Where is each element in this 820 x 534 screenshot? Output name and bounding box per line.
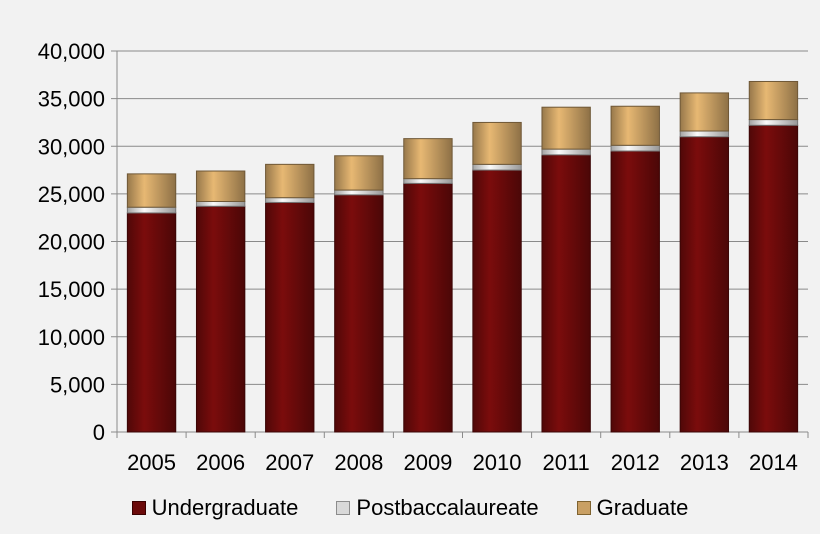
legend-swatch-postbaccalaureate (336, 501, 351, 515)
bar-graduate-2013 (679, 92, 730, 132)
bar-postbaccalaureate-2012 (610, 144, 660, 152)
bar-undergraduate-2009 (403, 182, 453, 433)
bar-graduate-2007 (265, 163, 315, 199)
x-tick-label: 2011 (542, 450, 589, 475)
y-tick-label: 25,000 (38, 182, 105, 207)
legend-item-graduate: Graduate (576, 495, 689, 521)
x-tick-label: 2007 (265, 450, 314, 475)
y-tick-label: 10,000 (38, 325, 105, 350)
bar-graduate-2005 (126, 173, 177, 208)
bar-undergraduate-2010 (472, 169, 522, 433)
legend-item-postbaccalaureate: Postbaccalaureate (336, 495, 539, 521)
x-tick-label: 2005 (127, 450, 176, 475)
legend-item-undergraduate: Undergraduate (131, 495, 299, 521)
x-tick-label: 2014 (749, 450, 798, 475)
bar-graduate-2011 (541, 106, 591, 150)
bar-postbaccalaureate-2006 (195, 200, 246, 207)
bar-graduate-2014 (748, 80, 799, 121)
chart-legend: Undergraduate Postbaccalaureate Graduate (0, 490, 820, 526)
x-tick-label: 2010 (473, 450, 522, 475)
bar-undergraduate-2013 (679, 136, 730, 433)
bar-postbaccalaureate-2013 (679, 130, 730, 138)
bar-graduate-2006 (195, 170, 246, 202)
bar-postbaccalaureate-2010 (472, 163, 522, 171)
x-tick-label: 2009 (403, 450, 452, 475)
legend-label-postbaccalaureate: Postbaccalaureate (356, 495, 539, 520)
bar-postbaccalaureate-2011 (541, 148, 591, 156)
bar-postbaccalaureate-2005 (126, 206, 177, 214)
bar-graduate-2010 (472, 121, 522, 165)
x-tick-label: 2008 (334, 450, 383, 475)
bar-graduate-2009 (403, 138, 453, 180)
y-tick-label: 0 (93, 420, 105, 445)
y-tick-label: 40,000 (38, 39, 105, 64)
legend-swatch-graduate (576, 501, 591, 515)
bar-postbaccalaureate-2008 (334, 189, 384, 196)
bar-undergraduate-2006 (195, 205, 246, 433)
bar-undergraduate-2007 (265, 201, 315, 433)
y-tick-label: 15,000 (38, 277, 105, 302)
bar-undergraduate-2012 (610, 150, 660, 433)
bar-postbaccalaureate-2009 (403, 178, 453, 184)
y-tick-label: 30,000 (38, 134, 105, 159)
x-tick-label: 2013 (680, 450, 729, 475)
legend-label-graduate: Graduate (596, 495, 689, 520)
y-tick-label: 5,000 (50, 372, 105, 397)
bar-graduate-2012 (610, 105, 660, 146)
bar-undergraduate-2014 (748, 124, 799, 433)
bar-undergraduate-2005 (126, 212, 177, 433)
legend-label-undergraduate: Undergraduate (151, 495, 299, 520)
y-tick-label: 20,000 (38, 230, 105, 255)
x-tick-label: 2006 (196, 450, 245, 475)
bar-undergraduate-2011 (541, 154, 591, 433)
bar-graduate-2008 (334, 155, 384, 191)
legend-swatch-undergraduate (131, 501, 146, 515)
bar-undergraduate-2008 (334, 194, 384, 433)
y-tick-label: 35,000 (38, 87, 105, 112)
bar-postbaccalaureate-2014 (748, 119, 799, 126)
x-tick-label: 2012 (611, 450, 660, 475)
bar-postbaccalaureate-2007 (265, 197, 315, 203)
